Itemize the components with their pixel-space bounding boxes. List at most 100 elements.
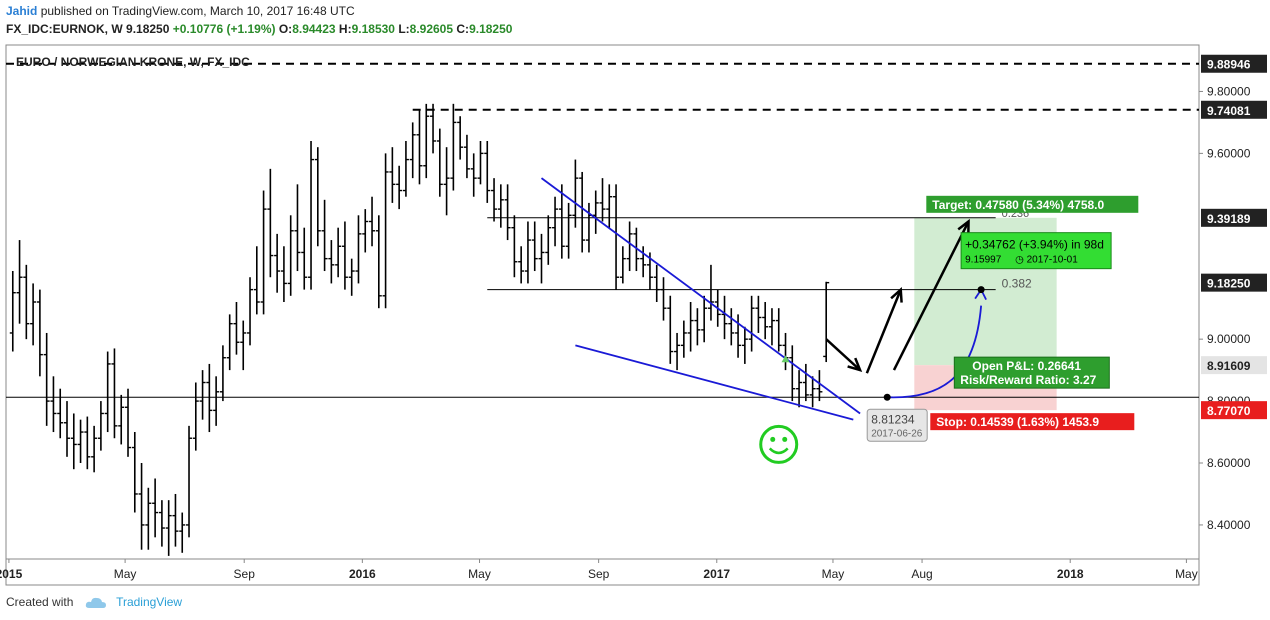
stop-badge: Stop: 0.14539 (1.63%) 1453.9 <box>930 413 1135 431</box>
ohlc-bar <box>274 233 281 293</box>
ohlc-bar <box>721 295 728 340</box>
x-tick-label: Aug <box>911 567 932 581</box>
start-date-text: 2017-06-26 <box>871 428 923 439</box>
ohlc-bar <box>579 171 586 253</box>
ohlc-bar <box>402 140 409 197</box>
price-tag: 8.77070 <box>1201 401 1267 420</box>
low-label: L: <box>398 22 410 36</box>
author-link[interactable]: Jahid <box>6 4 38 18</box>
ohlc-bar <box>735 314 742 358</box>
ohlc-bar <box>430 103 437 154</box>
ohlc-bar <box>775 308 782 352</box>
ohlc-bar <box>619 246 626 284</box>
ohlc-bar <box>145 487 152 550</box>
start-price-text: 8.81234 <box>871 412 915 426</box>
ohlc-bar <box>545 215 552 265</box>
ohlc-bar <box>748 295 755 352</box>
x-tick-label: May <box>1175 567 1198 581</box>
high-value: 9.18530 <box>351 22 395 36</box>
ohlc-bar <box>626 221 633 272</box>
projection-arrow-2 <box>892 218 970 371</box>
arrow-head <box>957 218 970 235</box>
price-tag-text: 9.74081 <box>1207 104 1251 118</box>
ohlc-bar <box>152 478 159 538</box>
ohlc-bar <box>558 184 565 259</box>
ohlc-bar <box>504 184 511 241</box>
x-tick-label: 2017 <box>703 567 730 581</box>
ohlc-bar <box>463 134 470 179</box>
start-label-box <box>866 408 928 442</box>
x-tick-label: Sep <box>234 567 256 581</box>
pnl-text: Open P&L: 0.26641 <box>972 359 1081 373</box>
ohlc-bar <box>362 209 369 253</box>
ohlc-bar <box>416 110 423 185</box>
open-value: 8.94423 <box>292 22 336 36</box>
ohlc-bar <box>552 196 559 247</box>
ohlc-bar <box>484 140 491 203</box>
ohlc-bar <box>355 215 362 284</box>
ohlc-bar <box>125 388 132 457</box>
price-tag-text: 9.18250 <box>1207 277 1251 291</box>
price-tag-text: 9.88946 <box>1207 58 1251 72</box>
x-tick-label: 2018 <box>1057 567 1084 581</box>
smiley-icon <box>759 424 799 464</box>
ohlc-bar <box>247 277 254 346</box>
ohlc-bar <box>104 351 111 433</box>
high-label: H: <box>338 22 352 36</box>
created-with-text: Created with <box>6 595 74 609</box>
ohlc-bar <box>755 295 762 333</box>
close-label: C: <box>456 22 470 36</box>
ohlc-bar <box>341 221 348 290</box>
target-badge: Target: 0.47580 (5.34%) 4758.0 <box>926 195 1139 213</box>
x-tick-label: Sep <box>588 567 610 581</box>
ohlc-bar <box>694 308 701 346</box>
stop-badge-box <box>930 413 1135 431</box>
projection-arrow-1 <box>865 286 903 374</box>
ohlc-bar <box>369 196 376 247</box>
ohlc-bar <box>70 413 77 470</box>
target-badge-text: Target: 0.47580 (5.34%) 4758.0 <box>932 198 1104 212</box>
price-tag-box <box>1201 54 1267 73</box>
smiley-face <box>759 424 799 464</box>
ohlc-bar <box>253 246 260 315</box>
ohlc-bar <box>260 190 267 315</box>
tradingview-link[interactable]: TradingView <box>116 595 183 609</box>
y-tick-label: 9.60000 <box>1207 146 1251 160</box>
ohlc-bar <box>308 140 315 290</box>
ohlc-bar <box>762 302 769 340</box>
ohlc-bar <box>436 128 443 197</box>
tradingview-cloud-icon <box>85 597 106 608</box>
ohlc-bar <box>138 463 145 550</box>
ohlc-bar <box>768 308 775 346</box>
ohlc-bar <box>280 246 287 302</box>
ohlc-bar <box>389 147 396 203</box>
ohlc-bar <box>524 221 531 284</box>
ohlc-bar <box>172 493 179 547</box>
projection-arrow-0 <box>825 338 863 373</box>
ohlc-bar <box>653 264 660 302</box>
ohlc-bar <box>599 178 606 222</box>
ohlc-bar <box>179 512 186 553</box>
ohlc-bar <box>335 227 342 278</box>
symbol-quote: FX_IDC:EURNOK, W 9.18250 +0.10776 (+1.19… <box>6 22 512 36</box>
ohlc-bar <box>796 370 803 408</box>
ohlc-bar <box>687 302 694 352</box>
projection-start-label: 8.81234 2017-06-26 <box>866 408 928 442</box>
ohlc-bar <box>226 314 233 371</box>
ohlc-bar <box>16 240 23 324</box>
x-tick-label: May <box>468 567 491 581</box>
arrow-head <box>847 357 863 373</box>
x-tick-label: May <box>822 567 845 581</box>
ohlc-bar <box>233 302 240 355</box>
y-tick-label: 8.60000 <box>1207 456 1251 470</box>
projection-end-point <box>977 286 985 294</box>
ohlc-bar <box>789 345 796 402</box>
ohlc-bar <box>9 271 16 352</box>
ohlc-bar <box>809 376 816 408</box>
projection-start-point <box>883 393 891 401</box>
ohlc-bar <box>660 277 667 321</box>
ohlc-bar <box>585 202 592 253</box>
ohlc-bar <box>321 199 328 272</box>
arrow-head <box>890 286 903 303</box>
